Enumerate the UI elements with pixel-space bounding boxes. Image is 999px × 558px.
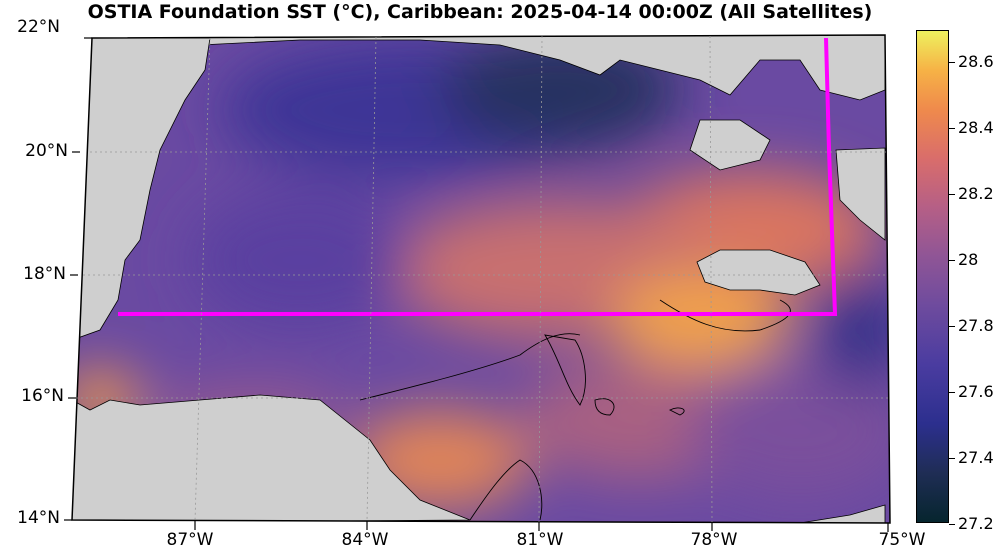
colorbar-label: 27.2 bbox=[958, 514, 994, 533]
land-yucatan bbox=[72, 37, 211, 341]
land-cuba bbox=[91, 35, 886, 101]
colorbar-tick bbox=[949, 128, 955, 129]
colorbar-label: 28 bbox=[958, 250, 979, 269]
colorbar-tick bbox=[949, 62, 955, 63]
lon-label-75: 75°W bbox=[878, 530, 926, 550]
lat-label-22: 22°N bbox=[17, 17, 60, 37]
lat-label-16: 16°N bbox=[21, 386, 64, 406]
colorbar-label: 28.2 bbox=[958, 184, 994, 203]
land-jamaica bbox=[696, 249, 821, 296]
lon-label-81: 81°W bbox=[516, 530, 564, 550]
lon-label-87: 87°W bbox=[166, 530, 214, 550]
land-masses bbox=[72, 35, 886, 523]
boundary-line bbox=[118, 37, 838, 316]
colorbar-tick bbox=[949, 194, 955, 195]
land-central-america bbox=[72, 394, 471, 523]
sst-field bbox=[72, 35, 890, 523]
colorbar-label: 27.8 bbox=[958, 316, 994, 335]
colorbar-label: 27.6 bbox=[958, 382, 994, 401]
colorbar-tick bbox=[949, 392, 955, 393]
lon-label-78: 78°W bbox=[690, 530, 738, 550]
lat-label-18: 18°N bbox=[23, 264, 66, 284]
colorbar-label: 28.4 bbox=[958, 118, 994, 137]
depth-contours bbox=[359, 299, 791, 521]
colorbar-label: 27.4 bbox=[958, 448, 994, 467]
colorbar-tick bbox=[949, 326, 955, 327]
colorbar-tick bbox=[949, 458, 955, 459]
map-frame bbox=[71, 34, 891, 524]
lat-label-14: 14°N bbox=[17, 508, 60, 528]
colorbar-tick bbox=[949, 524, 955, 525]
map-title: OSTIA Foundation SST (°C), Caribbean: 20… bbox=[87, 1, 873, 23]
land-south-america bbox=[799, 504, 886, 523]
map-ticks bbox=[64, 37, 889, 532]
land-hispaniola bbox=[835, 147, 886, 241]
colorbar-label: 28.6 bbox=[958, 52, 994, 71]
colorbar bbox=[916, 30, 949, 523]
lat-label-20: 20°N bbox=[25, 141, 68, 161]
lon-label-84: 84°W bbox=[341, 530, 389, 550]
colorbar-tick bbox=[949, 260, 955, 261]
graticule bbox=[76, 35, 888, 523]
